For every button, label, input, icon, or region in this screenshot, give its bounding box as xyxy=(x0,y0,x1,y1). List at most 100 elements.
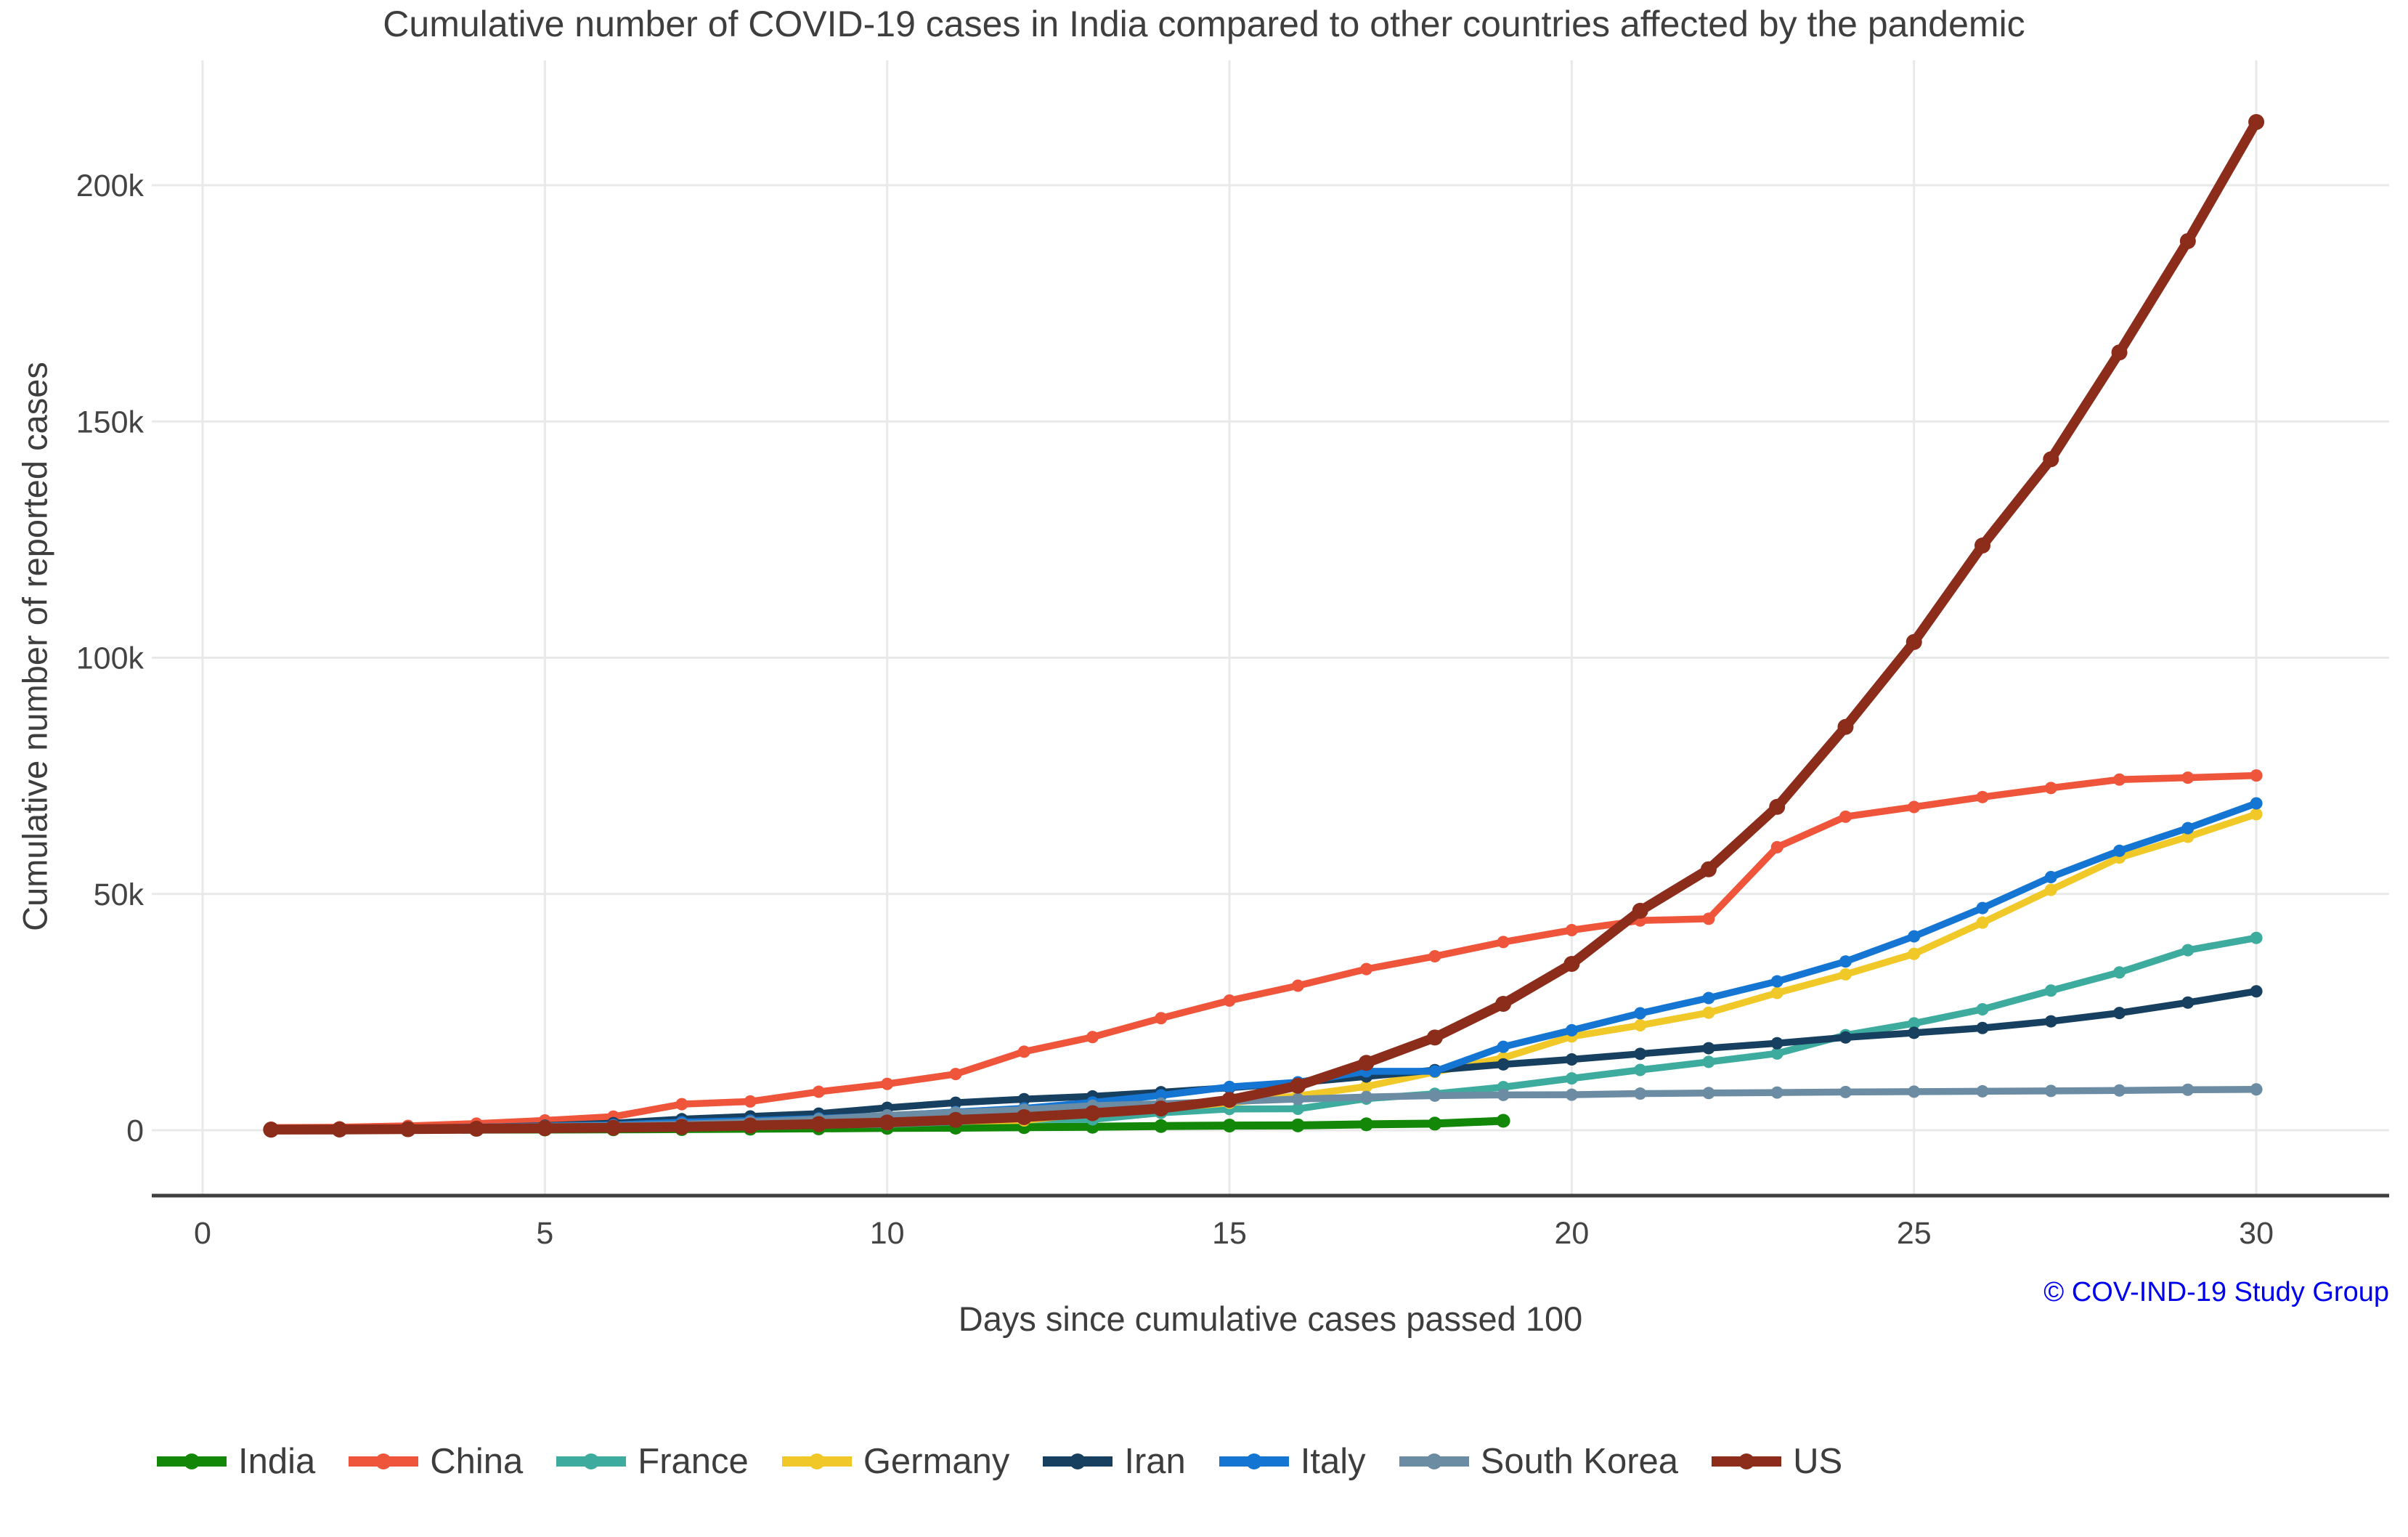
data-point[interactable] xyxy=(1086,1031,1099,1044)
data-point[interactable] xyxy=(1770,1047,1783,1060)
legend-item-us[interactable]: US xyxy=(1712,1441,1842,1482)
data-point[interactable] xyxy=(1634,1007,1647,1020)
data-point[interactable] xyxy=(1634,1063,1647,1076)
legend-item-france[interactable]: France xyxy=(556,1441,749,1482)
data-point[interactable] xyxy=(1770,840,1783,853)
series-line[interactable] xyxy=(267,800,2260,1133)
data-point[interactable] xyxy=(1908,930,1921,943)
data-point[interactable] xyxy=(1702,1087,1715,1100)
data-point[interactable] xyxy=(1632,902,1648,919)
data-point[interactable] xyxy=(1358,1055,1375,1071)
data-point[interactable] xyxy=(2044,870,2057,883)
legend-item-germany[interactable]: Germany xyxy=(781,1441,1009,1482)
data-point[interactable] xyxy=(1700,861,1717,877)
data-point[interactable] xyxy=(468,1120,485,1137)
data-point[interactable] xyxy=(947,1111,964,1128)
data-point[interactable] xyxy=(1223,994,1236,1007)
data-point[interactable] xyxy=(2113,1007,2126,1020)
legend-item-italy[interactable]: Italy xyxy=(1219,1441,1366,1482)
data-point[interactable] xyxy=(2250,797,2263,810)
data-point[interactable] xyxy=(2181,1083,2195,1096)
data-point[interactable] xyxy=(1223,1080,1236,1093)
data-point[interactable] xyxy=(1565,1088,1578,1101)
data-point[interactable] xyxy=(1634,1019,1647,1032)
data-point[interactable] xyxy=(1565,1053,1578,1066)
data-point[interactable] xyxy=(2044,1015,2057,1028)
data-point[interactable] xyxy=(1291,1103,1304,1116)
data-point[interactable] xyxy=(1221,1092,1238,1108)
data-point[interactable] xyxy=(742,1117,759,1134)
data-point[interactable] xyxy=(1084,1105,1101,1122)
data-point[interactable] xyxy=(2043,451,2059,468)
data-point[interactable] xyxy=(1017,1045,1030,1058)
data-point[interactable] xyxy=(1634,1047,1647,1061)
series-us[interactable] xyxy=(263,114,2265,1138)
series-line[interactable] xyxy=(267,771,2260,1132)
data-point[interactable] xyxy=(2181,830,2195,843)
data-point[interactable] xyxy=(1976,916,1989,929)
data-point[interactable] xyxy=(1016,1108,1033,1125)
data-point[interactable] xyxy=(1360,962,1373,976)
data-point[interactable] xyxy=(810,1116,827,1132)
series-italy[interactable] xyxy=(264,797,2263,1136)
data-point[interactable] xyxy=(2250,769,2263,782)
data-point[interactable] xyxy=(1428,1116,1442,1131)
data-point[interactable] xyxy=(2250,808,2263,821)
series-iran[interactable] xyxy=(264,985,2263,1136)
data-point[interactable] xyxy=(673,1119,690,1135)
data-point[interactable] xyxy=(2113,844,2126,857)
data-point[interactable] xyxy=(1905,633,1922,650)
data-point[interactable] xyxy=(1565,923,1578,936)
data-point[interactable] xyxy=(949,1068,962,1081)
data-point[interactable] xyxy=(1291,979,1304,992)
data-point[interactable] xyxy=(1496,1114,1510,1128)
data-point[interactable] xyxy=(812,1085,825,1098)
data-point[interactable] xyxy=(1428,950,1441,963)
legend-item-india[interactable]: India xyxy=(157,1441,315,1482)
data-point[interactable] xyxy=(1291,1092,1304,1106)
legend-item-china[interactable]: China xyxy=(349,1441,523,1482)
data-point[interactable] xyxy=(2044,1084,2057,1098)
data-point[interactable] xyxy=(1497,1058,1510,1071)
data-point[interactable] xyxy=(1976,901,1989,915)
data-point[interactable] xyxy=(1974,538,1991,554)
data-point[interactable] xyxy=(1839,1085,1852,1098)
data-point[interactable] xyxy=(1908,947,1921,960)
data-point[interactable] xyxy=(1495,996,1512,1013)
data-point[interactable] xyxy=(2181,822,2195,835)
data-point[interactable] xyxy=(2248,114,2265,131)
data-point[interactable] xyxy=(1222,1119,1237,1133)
data-point[interactable] xyxy=(2113,773,2126,786)
data-point[interactable] xyxy=(1634,1087,1647,1100)
data-point[interactable] xyxy=(2250,931,2263,944)
legend-item-iran[interactable]: Iran xyxy=(1043,1441,1186,1482)
data-point[interactable] xyxy=(331,1121,348,1137)
data-point[interactable] xyxy=(1154,1119,1168,1133)
series-france[interactable] xyxy=(264,931,2263,1136)
data-point[interactable] xyxy=(1770,1086,1783,1099)
data-point[interactable] xyxy=(399,1121,416,1137)
data-point[interactable] xyxy=(2113,966,2126,979)
data-point[interactable] xyxy=(1839,810,1852,823)
data-point[interactable] xyxy=(1017,1092,1030,1106)
data-point[interactable] xyxy=(2181,944,2195,957)
data-point[interactable] xyxy=(1290,1077,1306,1094)
data-point[interactable] xyxy=(537,1120,553,1137)
data-point[interactable] xyxy=(1976,790,1989,803)
data-point[interactable] xyxy=(1839,1031,1852,1044)
legend-item-south-korea[interactable]: South Korea xyxy=(1399,1441,1678,1482)
data-point[interactable] xyxy=(1837,718,1854,735)
credit-link[interactable]: © COV-IND-19 Study Group xyxy=(2043,1277,2389,1307)
data-point[interactable] xyxy=(1908,1026,1921,1039)
data-point[interactable] xyxy=(675,1098,688,1111)
data-point[interactable] xyxy=(1497,1088,1510,1101)
series-line[interactable] xyxy=(266,117,2261,1135)
data-point[interactable] xyxy=(1839,955,1852,968)
data-point[interactable] xyxy=(1702,912,1715,925)
data-point[interactable] xyxy=(1152,1100,1169,1117)
data-point[interactable] xyxy=(1565,1072,1578,1085)
data-point[interactable] xyxy=(1290,1118,1305,1132)
data-point[interactable] xyxy=(2179,232,2196,249)
data-point[interactable] xyxy=(1839,968,1852,981)
data-point[interactable] xyxy=(2111,344,2128,361)
